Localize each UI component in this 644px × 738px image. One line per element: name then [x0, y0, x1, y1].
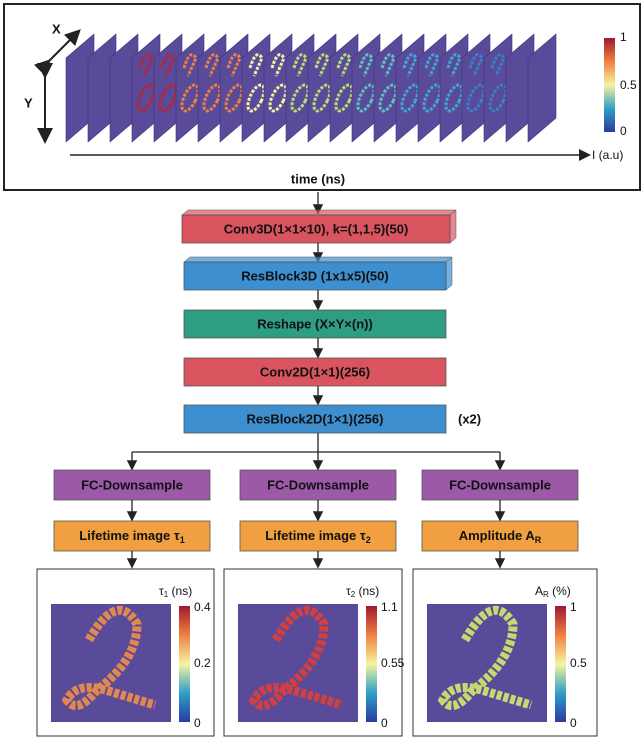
- layer-block-label: Conv2D(1×1)(256): [260, 364, 370, 379]
- downsample-block-label: FC-Downsample: [267, 477, 369, 492]
- output-label: Amplitude AR: [459, 528, 542, 545]
- colorbar: [604, 38, 615, 132]
- output-text: Amplitude A: [459, 528, 536, 543]
- colorbar: [366, 606, 377, 722]
- layer-block-label: ResBlock2D(1×1)(256): [247, 411, 384, 426]
- colorbar-min: 0: [620, 124, 627, 138]
- colorbar-title-unit: (%): [549, 584, 571, 598]
- output-text: Lifetime image τ: [79, 528, 180, 543]
- colorbar-title-unit: (ns): [168, 584, 192, 598]
- y-label: Y: [24, 95, 33, 110]
- colorbar-title: AR (%): [535, 584, 571, 599]
- output-image: [427, 604, 547, 722]
- time-label: time (ns): [291, 171, 345, 186]
- colorbar-mid: 0.5: [570, 656, 587, 670]
- layer-block-label: Conv3D(1×1×10), k=(1,1,5)(50): [224, 221, 409, 236]
- colorbar-min: 0: [570, 716, 577, 730]
- colorbar-title-text: A: [535, 584, 543, 598]
- colorbar-label: I (a.u): [592, 148, 623, 162]
- colorbar-max: 0.4: [194, 600, 211, 614]
- output-label: Lifetime image τ1: [79, 528, 184, 545]
- output-image: [51, 604, 171, 722]
- colorbar: [555, 606, 566, 722]
- colorbar-max: 1: [570, 600, 577, 614]
- colorbar-mid: 0.55: [381, 656, 405, 670]
- output-label: Lifetime image τ2: [265, 528, 370, 545]
- colorbar-title-unit: (ns): [355, 584, 379, 598]
- layer-block-label: Reshape (X×Y×(n)): [257, 316, 373, 331]
- output-sub: 2: [366, 535, 371, 545]
- colorbar-max: 1.1: [381, 600, 398, 614]
- output-sub: R: [535, 535, 542, 545]
- colorbar-mid: 0.5: [620, 78, 637, 92]
- colorbar-max: 1: [620, 30, 627, 44]
- downsample-block-label: FC-Downsample: [81, 477, 183, 492]
- downsample-block-label: FC-Downsample: [449, 477, 551, 492]
- output-text: Lifetime image τ: [265, 528, 366, 543]
- colorbar: [179, 606, 190, 722]
- layer-block-label: ResBlock3D (1x1x5)(50): [241, 268, 388, 283]
- colorbar-mid: 0.2: [194, 656, 211, 670]
- x-label: X: [52, 21, 61, 36]
- repeat-label: (x2): [458, 411, 481, 426]
- diagram: X Y 1 0.5 0 I (a.u) time (ns) Conv3D(1×1…: [0, 0, 644, 738]
- network: Conv3D(1×1×10), k=(1,1,5)(50) ResBlock3D …: [37, 192, 597, 736]
- colorbar-min: 0: [194, 716, 201, 730]
- colorbar-min: 0: [381, 716, 388, 730]
- output-sub: 1: [180, 535, 185, 545]
- output-image: [238, 604, 358, 722]
